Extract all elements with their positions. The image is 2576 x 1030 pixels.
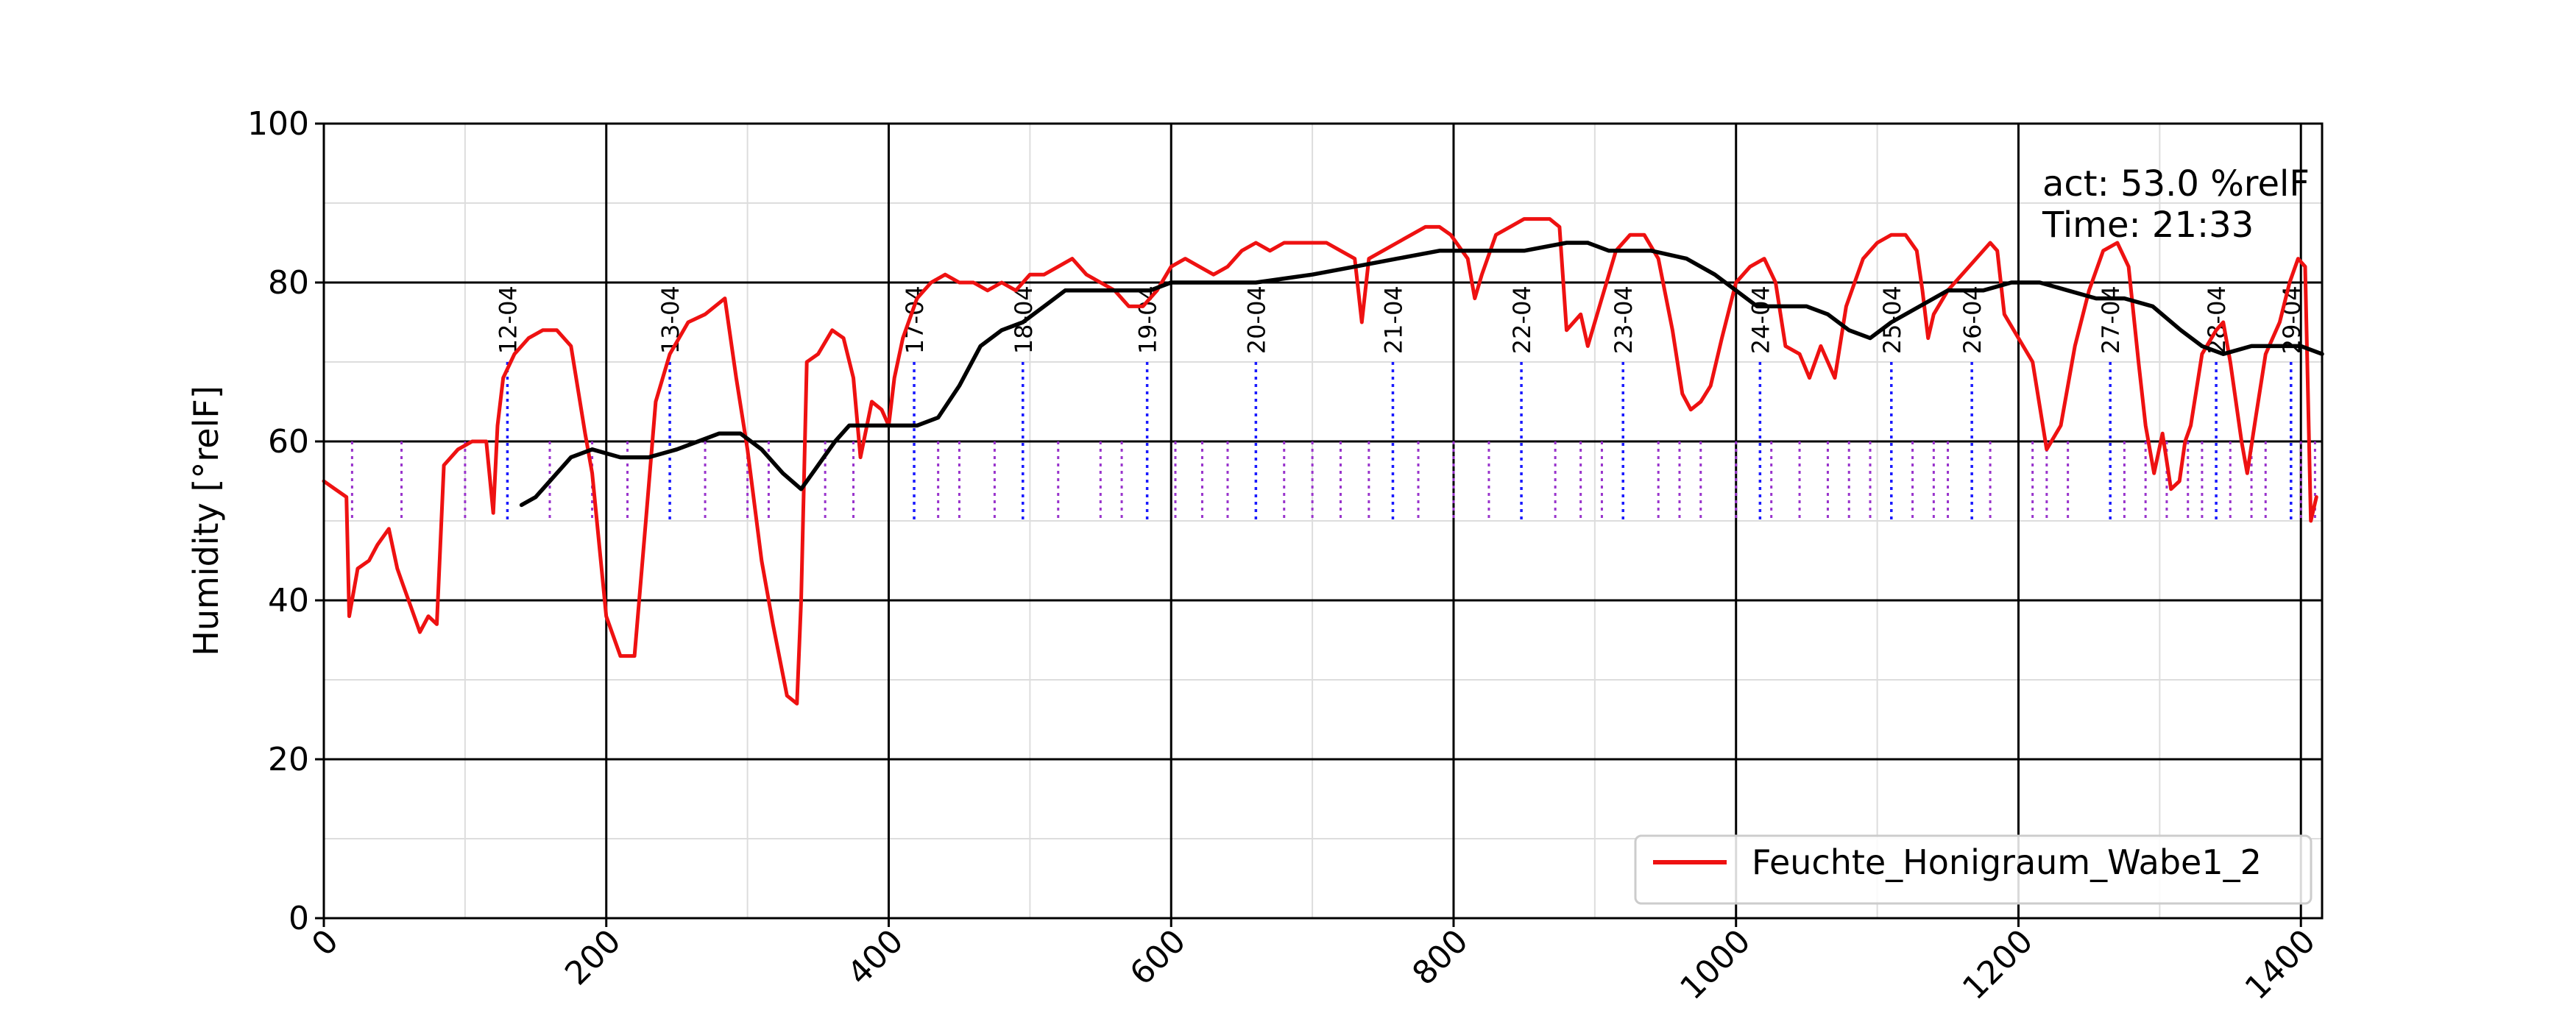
y-tick-label: 40 — [268, 582, 309, 619]
day-marker-label: 20-04 — [1242, 285, 1270, 354]
day-marker-label: 21-04 — [1379, 285, 1407, 354]
y-axis-label: Humidity [°relF] — [186, 386, 226, 656]
x-tick-label: 1400 — [2238, 923, 2323, 1007]
y-tick-label: 0 — [289, 900, 309, 937]
y-tick-label: 20 — [268, 741, 309, 778]
day-marker-label: 19-04 — [1134, 285, 1162, 354]
x-tick-label: 1200 — [1956, 923, 2040, 1007]
legend-label: Feuchte_Honigraum_Wabe1_2 — [1752, 842, 2262, 882]
y-tick-label: 60 — [268, 423, 309, 461]
x-tick-label: 0 — [305, 923, 346, 964]
plot-frame — [322, 122, 2324, 920]
x-axis-ticks: 0 200 400 600 800 1000 1200 1400 — [305, 918, 2323, 1007]
minor-grid — [324, 124, 2322, 918]
day-marker-label: 17-04 — [901, 285, 929, 354]
x-tick-label: 400 — [841, 923, 910, 992]
x-tick-label: 200 — [558, 923, 628, 992]
series-line-trend — [519, 241, 2324, 508]
legend: Feuchte_Honigraum_Wabe1_2 — [1634, 834, 2313, 905]
x-tick-label: 600 — [1123, 923, 1193, 992]
series-group — [322, 217, 2324, 706]
day-marker-label: 22-04 — [1508, 285, 1536, 354]
major-grid — [324, 124, 2322, 918]
day-marker-label: 26-04 — [1958, 285, 1986, 354]
y-tick-label: 80 — [268, 264, 309, 302]
day-marker-label: 13-04 — [657, 285, 684, 354]
series-line-humidity — [322, 217, 2318, 706]
day-marker-label: 23-04 — [1610, 285, 1638, 354]
actual-value-annotation: act: 53.0 %relF — [2042, 163, 2310, 205]
day-marker-label: 27-04 — [2097, 285, 2125, 354]
legend-box — [1634, 834, 2313, 905]
day-marker-label: 24-04 — [1747, 285, 1774, 354]
x-tick-label: 1000 — [1673, 923, 1758, 1007]
y-axis-ticks: 0 20 40 60 80 100 — [247, 105, 324, 937]
x-tick-label: 800 — [1405, 923, 1475, 992]
time-annotation: Time: 21:33 — [2042, 205, 2254, 246]
day-marker-label: 29-04 — [2278, 285, 2306, 354]
day-marker-label: 12-04 — [494, 285, 522, 354]
y-tick-label: 100 — [247, 105, 309, 143]
day-markers: 12-04 13-04 17-04 18-04 19-04 20-04 21-04 22-04… — [350, 285, 2316, 521]
